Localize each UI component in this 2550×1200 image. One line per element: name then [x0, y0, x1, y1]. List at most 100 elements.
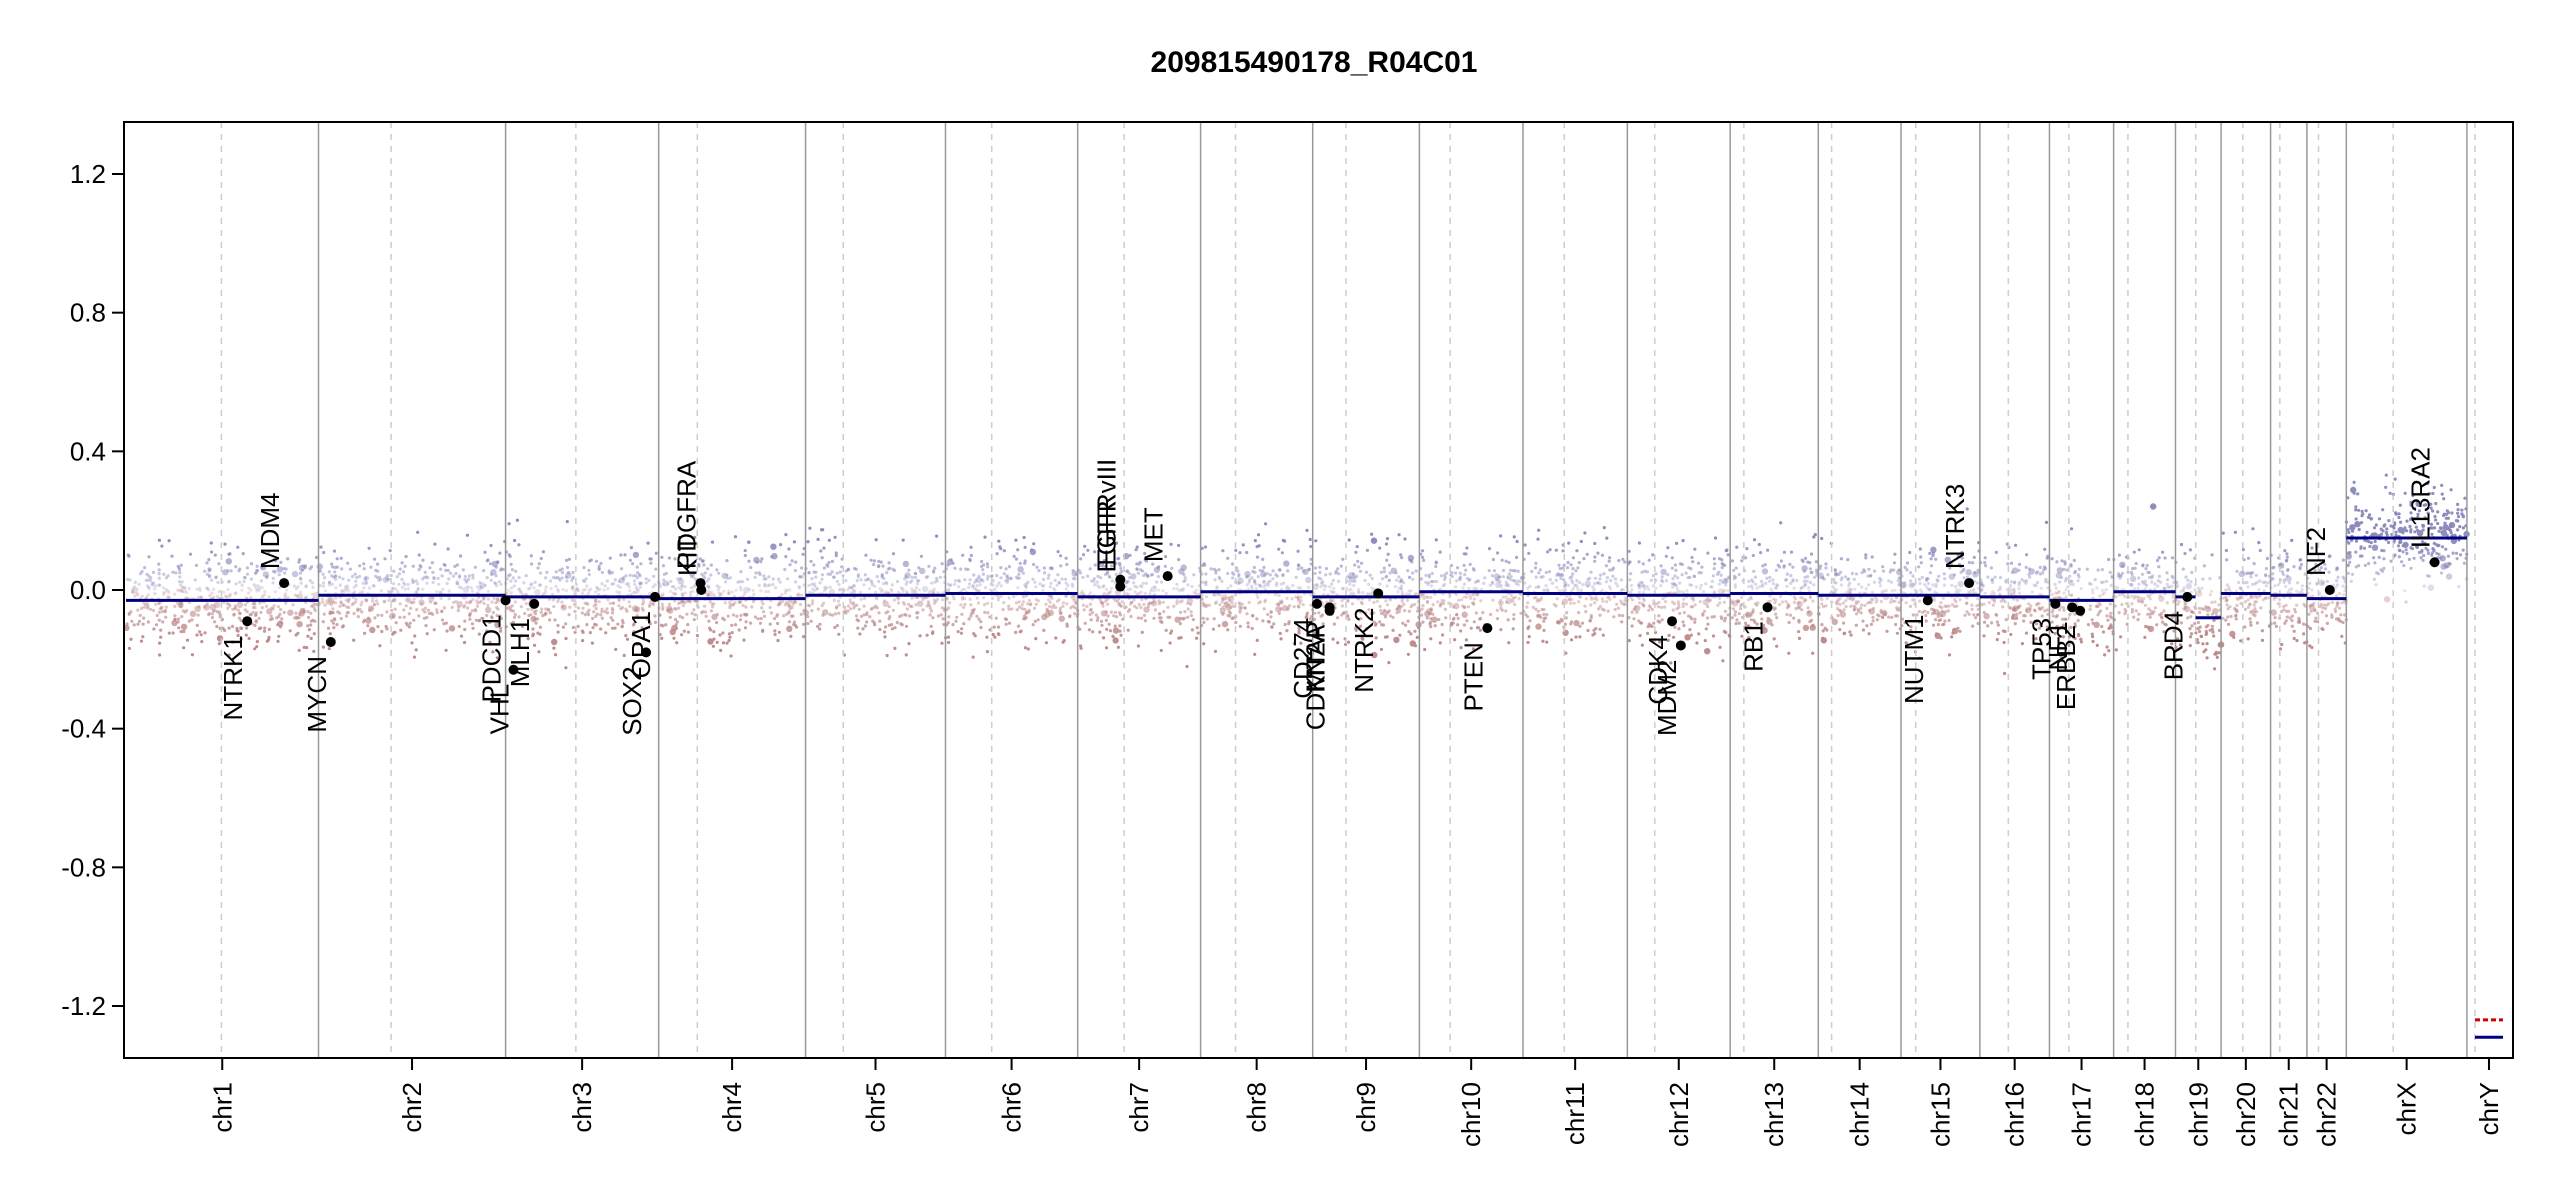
chromosome-label-chr22: chr22 [2312, 1082, 2342, 1147]
gene-label-NTRK1: NTRK1 [218, 635, 248, 720]
gene-point-IL13RA2 [2429, 557, 2440, 568]
ytick-label: 1.2 [70, 159, 106, 189]
gene-label-CDKN2A: CDKN2A [1301, 624, 1331, 730]
gene-label-OPA1: OPA1 [626, 611, 656, 678]
gene-point-EGFRvIII [1115, 574, 1126, 585]
chromosome-label-chr2: chr2 [397, 1082, 427, 1133]
probe-points-chr18 [2112, 503, 2177, 652]
gene-label-PTEN: PTEN [1458, 642, 1488, 711]
ytick-label: -0.4 [61, 714, 106, 744]
probe-points-chr20 [2217, 527, 2272, 648]
probe-points-chr8 [1199, 522, 1314, 657]
chromosome-label-chr14: chr14 [1845, 1082, 1875, 1147]
gene-point-NF2 [2324, 585, 2335, 595]
gene-point-RB1 [1762, 602, 1773, 613]
gene-label-MDM4: MDM4 [255, 493, 285, 570]
gene-label-ERBB2: ERBB2 [2051, 625, 2081, 710]
gene-point-PDGFRA [695, 578, 706, 589]
gene-label-NUTM1: NUTM1 [1899, 614, 1929, 704]
gene-label-VHL: VHL [484, 684, 514, 735]
gene-label-EGFR: EGFR [1091, 500, 1121, 572]
chromosome-label-chr6: chr6 [997, 1082, 1027, 1133]
gene-point-NF1 [2067, 602, 2078, 613]
gene-label-BRD4: BRD4 [2158, 611, 2188, 680]
gene-label-MLH1: MLH1 [505, 618, 535, 687]
gene-point-EGFR [1115, 581, 1126, 592]
plot-frame [123, 121, 2514, 1059]
probe-points-chr2 [316, 530, 507, 660]
chromosome-label-chr4: chr4 [717, 1082, 747, 1133]
chromosome-label-chrX: chrX [2392, 1082, 2422, 1135]
chromosome-label-chr3: chr3 [567, 1082, 597, 1133]
probe-points-chr13 [1730, 521, 1820, 655]
gene-point-MDM4 [279, 578, 290, 589]
probe-points-chr14 [1816, 536, 1903, 644]
chart-title: 209815490178_R04C01 [1151, 46, 1478, 79]
gene-label-NTRK3: NTRK3 [1940, 484, 1970, 569]
gene-point-MET [1162, 571, 1173, 582]
gene-label-NTRK2: NTRK2 [1349, 607, 1379, 692]
segments-layer [126, 536, 2503, 1039]
chromosome-label-chr19: chr19 [2183, 1082, 2213, 1147]
gene-point-BRD4 [2182, 591, 2193, 602]
chromosome-label-chr12: chr12 [1664, 1082, 1694, 1147]
gene-point-NTRK3 [1964, 578, 1975, 589]
chromosome-label-chr18: chr18 [2130, 1082, 2160, 1147]
ytick-label: -1.2 [61, 991, 106, 1021]
gene-label-PDGFRA: PDGFRA [672, 460, 702, 569]
gene-label-NF2: NF2 [2301, 527, 2331, 576]
gene-point-MDM2 [1675, 640, 1686, 651]
gene-label-MDM2: MDM2 [1652, 659, 1682, 736]
gene-label-MET: MET [1139, 507, 1169, 562]
gene-point-MYCN [325, 637, 336, 647]
ytick-label: 0.0 [70, 575, 106, 605]
chromosome-label-chr5: chr5 [861, 1082, 891, 1133]
probe-points-chrX [2344, 472, 2470, 604]
chromosome-lines-layer [220, 122, 2476, 1058]
probe-points-chr16 [1978, 520, 2050, 676]
gene-point-NUTM1 [1922, 595, 1933, 606]
ytick-label: -0.8 [61, 852, 106, 882]
probe-points-chr4 [657, 533, 806, 658]
gene-point-PTEN [1482, 623, 1493, 634]
gene-point-MLH1 [529, 598, 540, 609]
probe-points-chr11 [1522, 526, 1629, 655]
gene-label-MYCN: MYCN [302, 656, 332, 733]
gene-label-PDCD1: PDCD1 [477, 614, 507, 702]
gene-label-TP53: TP53 [2026, 618, 2056, 680]
gene-point-CDK4 [1667, 616, 1678, 627]
gene-point-NTRK2 [1373, 588, 1384, 599]
chromosome-label-chr20: chr20 [2231, 1082, 2261, 1147]
gene-label-CDK4: CDK4 [1643, 635, 1673, 704]
gene-point-PDCD1 [500, 595, 511, 606]
probe-points-chr6 [944, 535, 1079, 659]
gene-point-MTAP [1324, 602, 1335, 613]
gene-label-NF1: NF1 [2043, 621, 2073, 670]
chromosome-label-chr9: chr9 [1351, 1082, 1381, 1133]
gene-label-EGFRvIII: EGFRvIII [1091, 459, 1121, 566]
gene-point-VHL [508, 664, 519, 675]
chromosome-label-chr1: chr1 [207, 1082, 237, 1133]
gene-label-RB1: RB1 [1739, 621, 1769, 672]
axes-layer: 1.2 0.8 0.4 0.0 -0.4 -0.8 -1.2 chr1 chr2 chr3 chr4… [61, 159, 2504, 1147]
chromosome-label-chr21: chr21 [2274, 1082, 2304, 1147]
probe-points-chr10 [1418, 534, 1525, 652]
probe-points-chr7 [1076, 541, 1204, 669]
gene-label-MTAP: MTAP [1301, 621, 1331, 691]
chromosome-label-chr13: chr13 [1759, 1082, 1789, 1147]
chromosome-label-chr8: chr8 [1242, 1082, 1272, 1133]
gene-point-OPA1 [650, 591, 661, 602]
gene-label-SOX2: SOX2 [617, 666, 647, 735]
gene-point-SOX2 [641, 647, 652, 658]
ytick-label: 0.4 [70, 436, 106, 466]
chromosome-label-chr7: chr7 [1124, 1082, 1154, 1133]
gene-point-NTRK1 [242, 616, 253, 627]
chromosome-label-chr15: chr15 [1925, 1082, 1955, 1147]
gene-point-ERBB2 [2075, 605, 2086, 616]
chromosome-label-chr11: chr11 [1560, 1082, 1590, 1145]
gene-label-CD274: CD274 [1288, 618, 1318, 699]
chromosome-label-chr16: chr16 [2000, 1082, 2030, 1147]
gene-point-CD274 [1311, 598, 1322, 609]
